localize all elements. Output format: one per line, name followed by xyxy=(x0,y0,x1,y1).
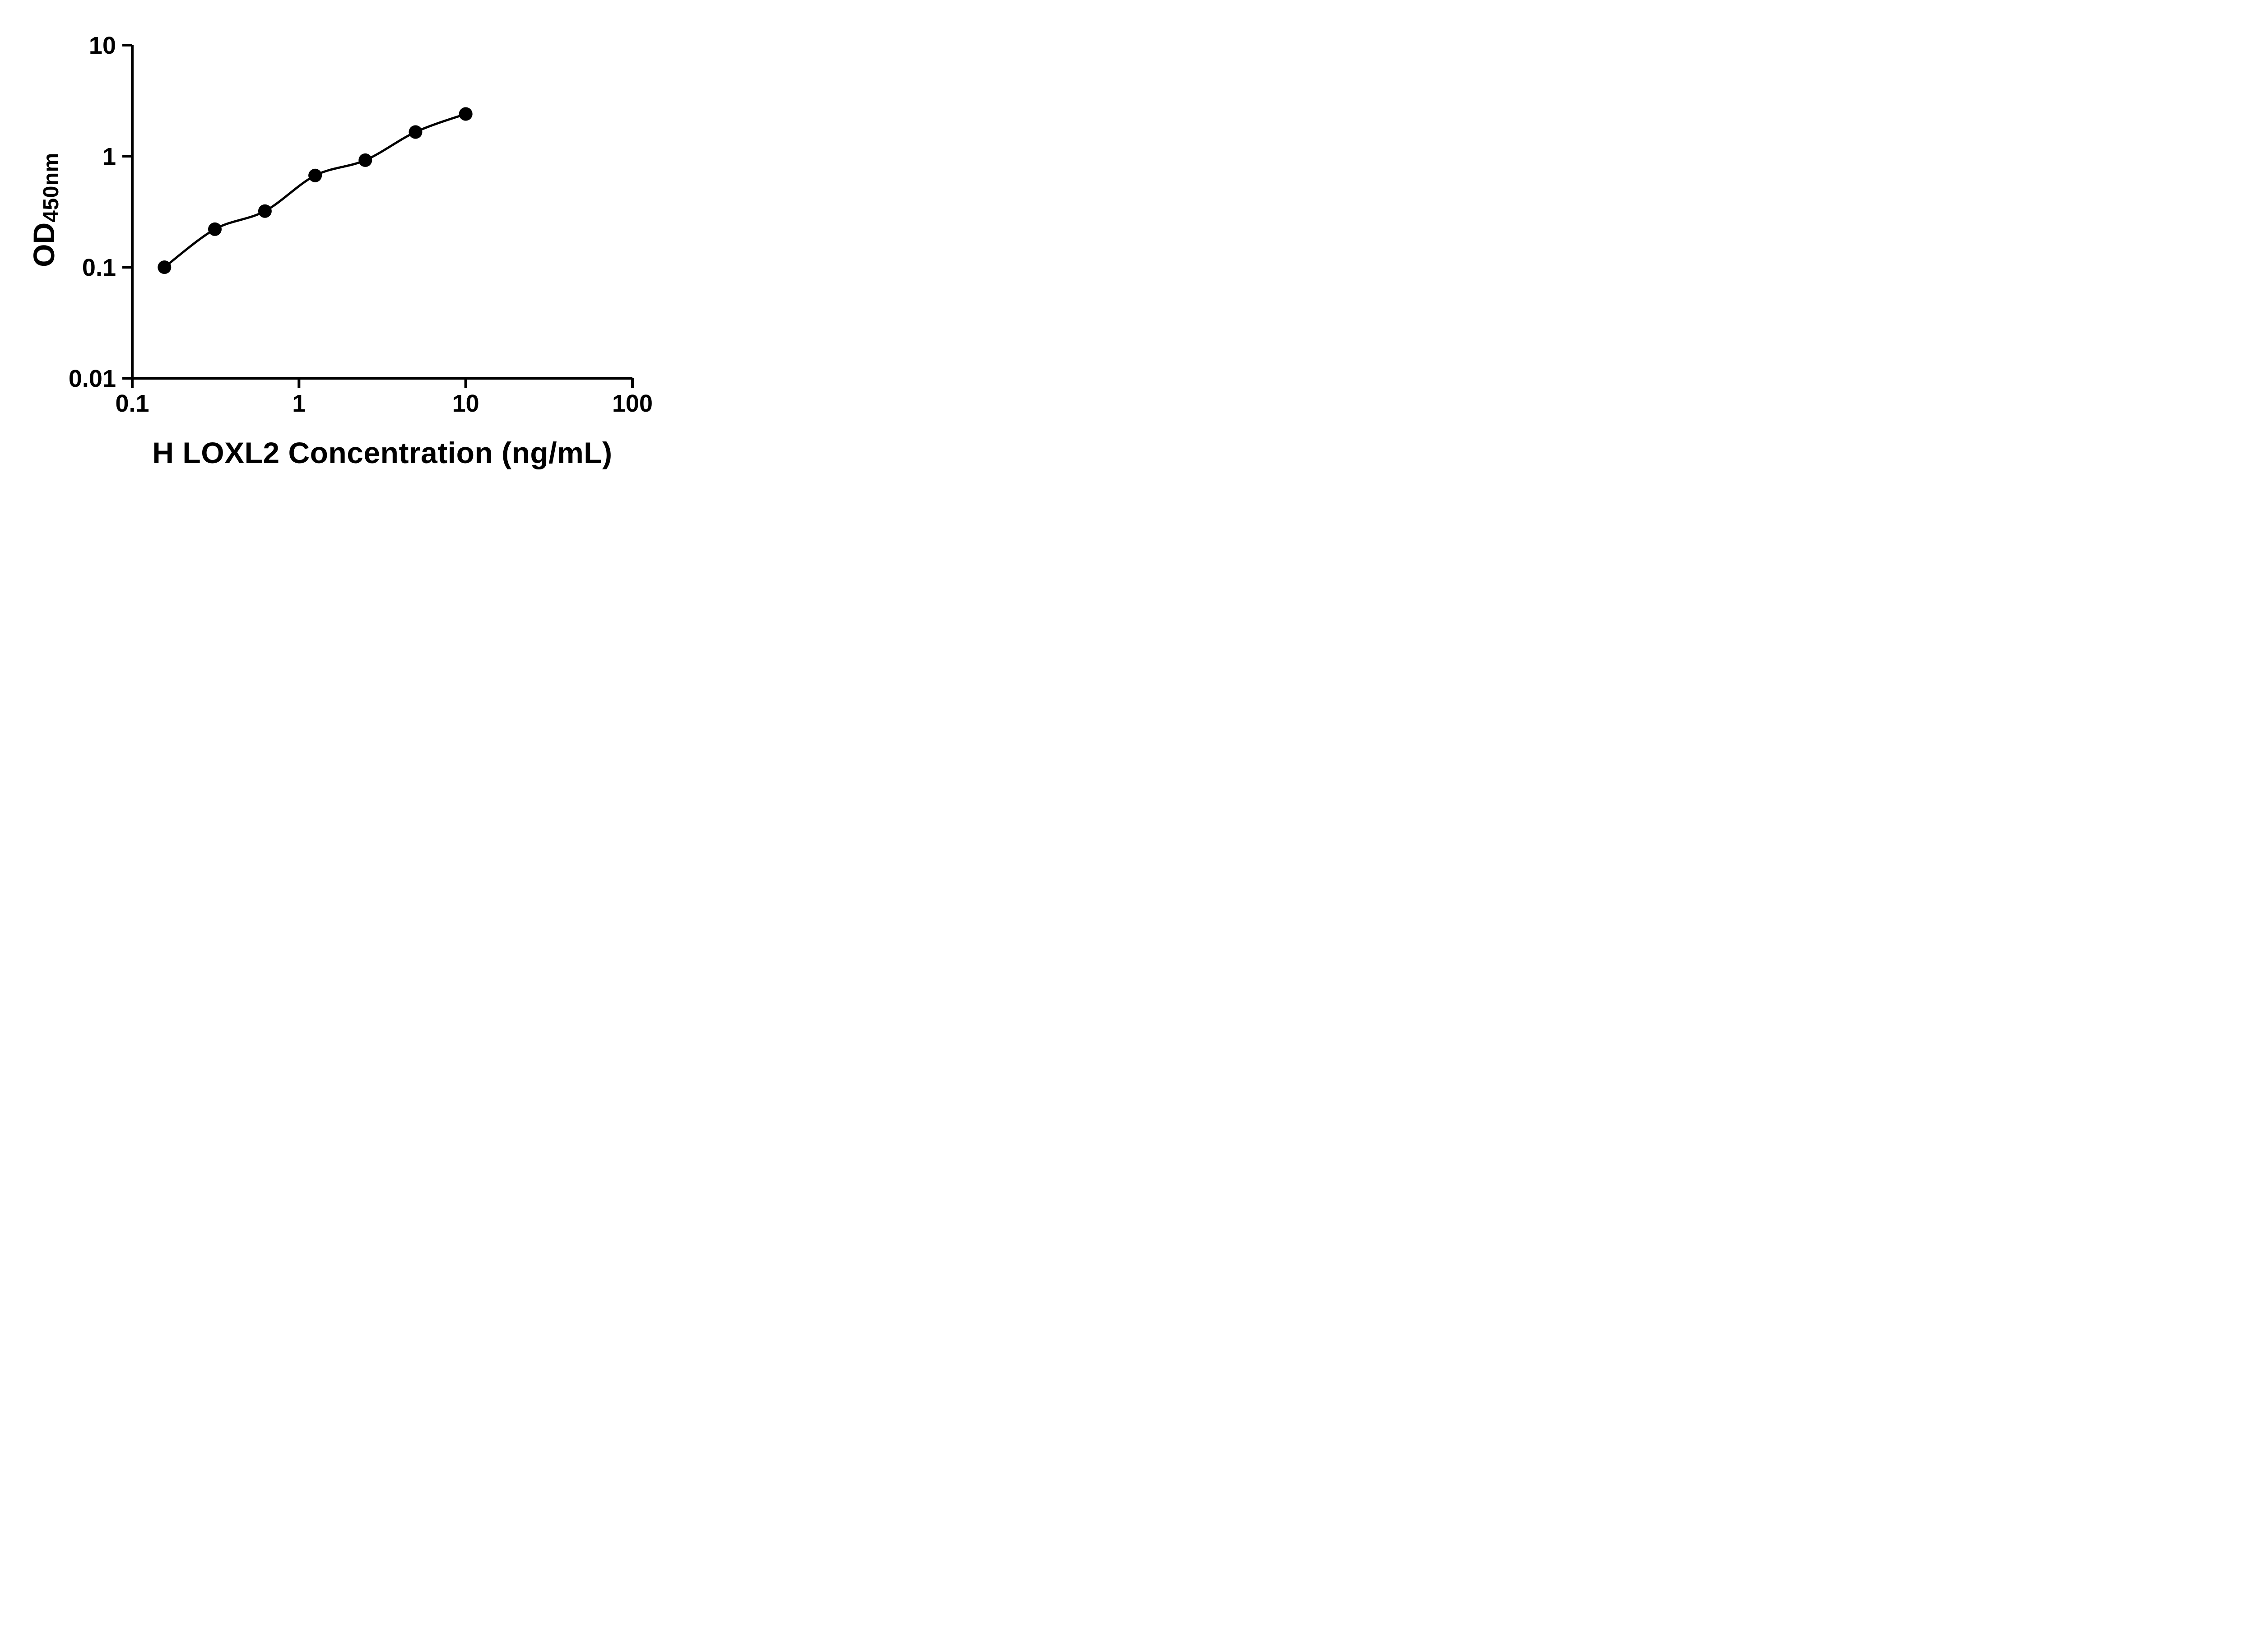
y-tick-label: 0.1 xyxy=(82,254,116,281)
data-point xyxy=(208,222,222,236)
data-point xyxy=(308,168,322,182)
y-tick-label: 1 xyxy=(102,143,116,170)
fit-curve xyxy=(163,113,466,268)
data-point xyxy=(459,107,473,121)
x-axis-label: H LOXL2 Concentration (ng/mL) xyxy=(152,436,613,469)
y-axis-label: OD450nm xyxy=(27,153,63,267)
x-tick-label: 10 xyxy=(452,390,479,417)
x-tick-label: 100 xyxy=(612,390,653,417)
x-tick-label: 0.1 xyxy=(115,390,149,417)
data-point xyxy=(409,125,423,139)
y-tick-label: 10 xyxy=(89,32,116,59)
axes xyxy=(131,45,632,380)
data-point xyxy=(258,204,272,218)
y-axis-label-main: OD xyxy=(27,222,60,267)
elisa-standard-curve-figure: 0.1 1 10 100 10 1 0.1 0.01 OD450nm H LOXL2 Conc… xyxy=(0,0,695,496)
data-point xyxy=(358,153,372,167)
x-tick-label: 1 xyxy=(292,390,306,417)
y-tick-label: 0.01 xyxy=(69,365,116,392)
y-axis-label-subscript: 450nm xyxy=(39,153,63,223)
data-point xyxy=(158,260,172,274)
